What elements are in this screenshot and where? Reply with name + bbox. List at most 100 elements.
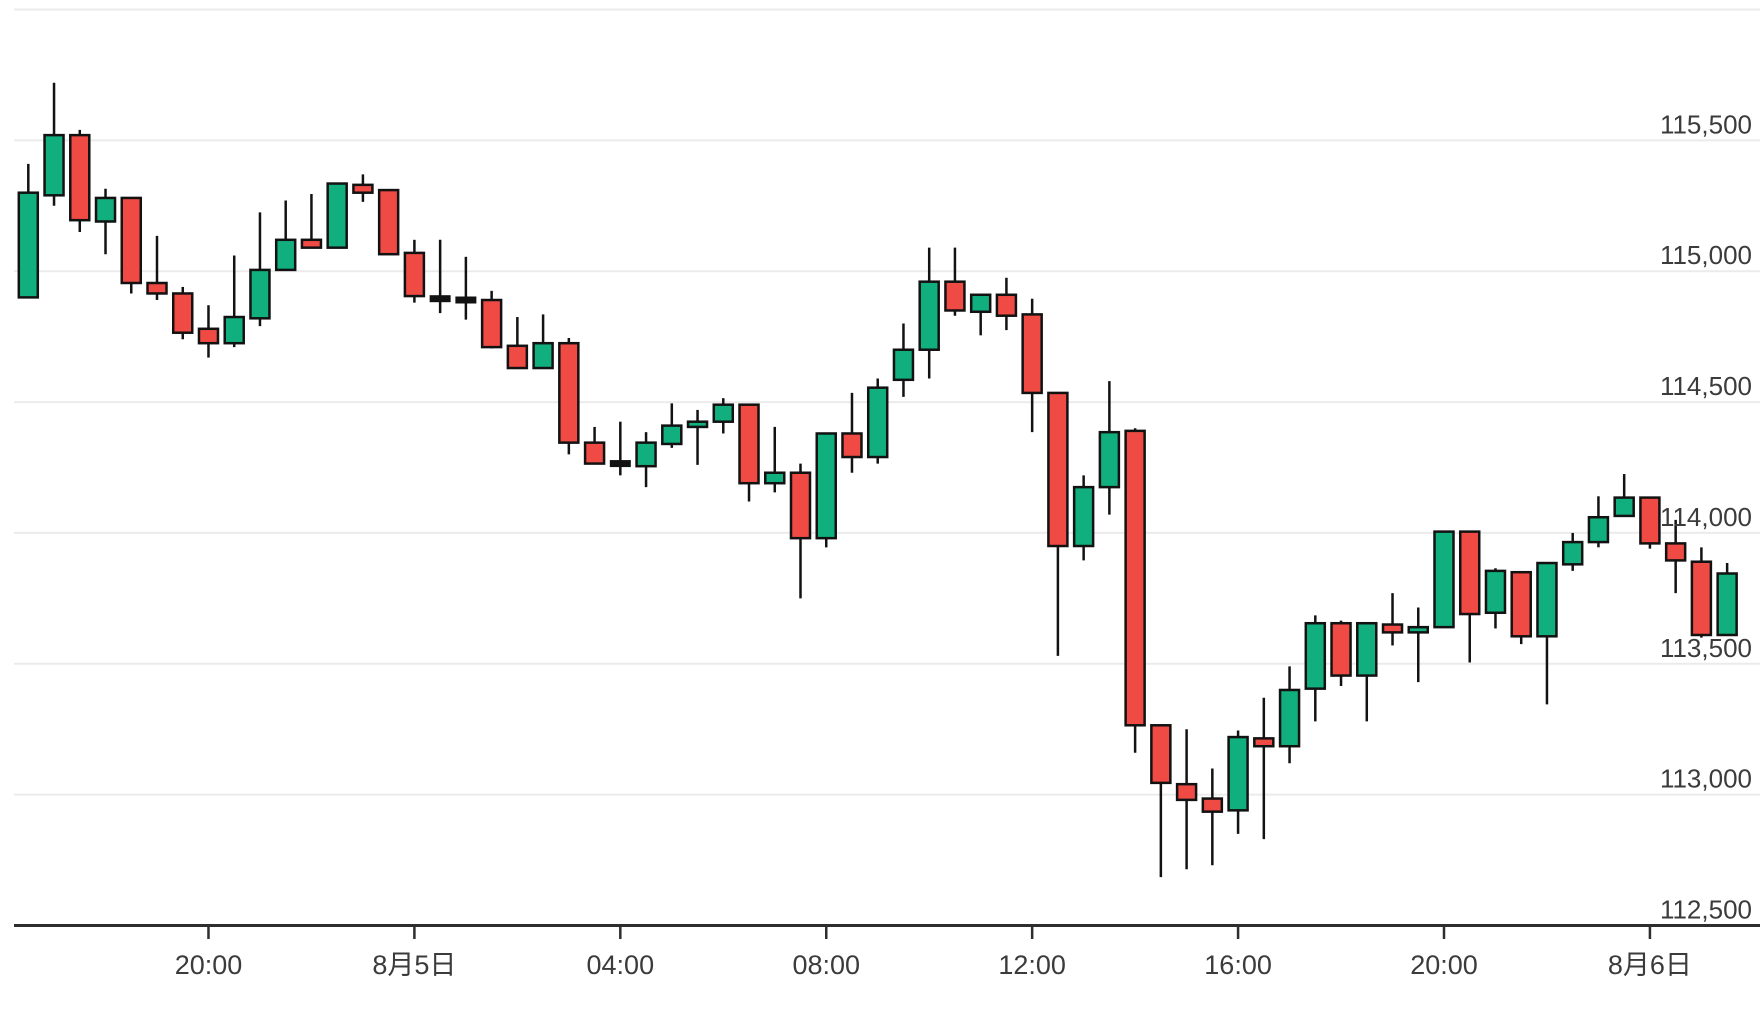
time-axis: 20:00 8月5日 04:00 08:00 12:00 16:00 20:00 8月6日 (175, 927, 1692, 980)
candle-body-down (1047, 391, 1069, 548)
candle-body-down (197, 327, 220, 345)
candle-body-down (1690, 560, 1713, 637)
candle-body-up (1227, 735, 1249, 812)
candle (94, 188, 117, 255)
candle (918, 247, 940, 379)
candle (1021, 298, 1043, 433)
candle-body-up (17, 191, 40, 299)
candle-body-up (223, 315, 245, 345)
x-axis-label: 04:00 (587, 950, 655, 980)
candle-body-up (918, 280, 940, 351)
y-axis-label: 114,500 (1660, 371, 1752, 401)
candle-body-down (352, 183, 374, 194)
candle (661, 403, 683, 448)
candle (1201, 768, 1224, 866)
candle (1227, 730, 1249, 834)
candle (1356, 621, 1378, 722)
candle-body-up (764, 471, 786, 485)
candle (1716, 563, 1738, 637)
candle-body-up (892, 348, 915, 382)
candle-body-up (712, 403, 735, 423)
y-axis-label: 114,000 (1660, 502, 1752, 532)
x-axis-label: 16:00 (1204, 950, 1272, 980)
candle (1690, 547, 1713, 638)
candle (1433, 530, 1455, 629)
candle-body-up (969, 293, 992, 314)
candle (223, 255, 245, 348)
candle (326, 182, 348, 249)
candle (892, 323, 915, 397)
candle-body-up (1407, 625, 1430, 634)
candle (352, 174, 374, 202)
candle (69, 129, 91, 232)
candle-body-down (1253, 737, 1275, 748)
candle (300, 194, 323, 249)
candle-body-up (1587, 515, 1610, 544)
price-axis: 115,500 115,000 114,500 114,000 113,500 113,0… (1660, 109, 1752, 924)
candle-body-up (815, 432, 837, 540)
candle-body-up (1098, 430, 1121, 489)
candle-body-up (1356, 621, 1378, 677)
candle-body-up (661, 424, 683, 446)
candle (738, 403, 760, 502)
candle (558, 337, 580, 455)
candle (1561, 532, 1584, 571)
candle (249, 212, 271, 327)
candle-body-down (1175, 782, 1198, 802)
candle (1072, 475, 1095, 561)
x-axis-label: 08:00 (792, 950, 860, 980)
x-axis-label: 20:00 (1410, 950, 1478, 980)
candle (1304, 615, 1327, 722)
candle-doji-body (609, 460, 631, 468)
candle-body-up (1072, 485, 1095, 548)
candle-body-down (1124, 429, 1146, 727)
candle-body-up (635, 441, 657, 468)
candle-body-down (841, 432, 863, 459)
candle-body-down (69, 133, 91, 222)
candle (815, 432, 837, 548)
candle-body-down (1330, 621, 1352, 677)
candle (635, 432, 657, 488)
candle (197, 305, 220, 358)
x-axis-label: 8月5日 (372, 950, 456, 980)
candle (1381, 593, 1404, 646)
candle (969, 293, 992, 336)
candle-body-up (326, 182, 348, 249)
candle-body-down (120, 196, 143, 285)
candle (1664, 519, 1687, 594)
x-axis-label: 12:00 (998, 950, 1066, 980)
candle-body-up (1304, 621, 1327, 690)
candle (120, 196, 143, 294)
candle-body-down (171, 292, 194, 334)
candle-body-up (866, 386, 889, 459)
candle-doji-body (429, 295, 451, 303)
candle-body-up (1484, 569, 1507, 615)
y-axis-label: 113,500 (1660, 633, 1752, 663)
candle (944, 247, 966, 316)
candle-body-down (944, 280, 966, 312)
candle-body-up (532, 341, 554, 370)
candle (274, 200, 297, 272)
candles-group (17, 82, 1738, 878)
candle-body-down (1201, 797, 1224, 813)
candle-body-down (403, 251, 426, 298)
candle-body-down (377, 188, 400, 256)
candle (995, 277, 1018, 331)
candle (1510, 570, 1532, 645)
candle-body-up (1536, 561, 1558, 638)
candle (1458, 530, 1481, 663)
candle (712, 398, 735, 434)
candle (1253, 697, 1275, 840)
candle (1639, 496, 1661, 549)
candle (17, 163, 40, 299)
candle (1047, 391, 1069, 656)
candle (455, 256, 477, 320)
candle (532, 314, 554, 370)
candle-body-down (300, 238, 323, 249)
candle (480, 290, 503, 349)
y-axis-label: 113,000 (1660, 764, 1752, 794)
candle-body-up (1278, 688, 1301, 748)
candle (43, 82, 65, 206)
